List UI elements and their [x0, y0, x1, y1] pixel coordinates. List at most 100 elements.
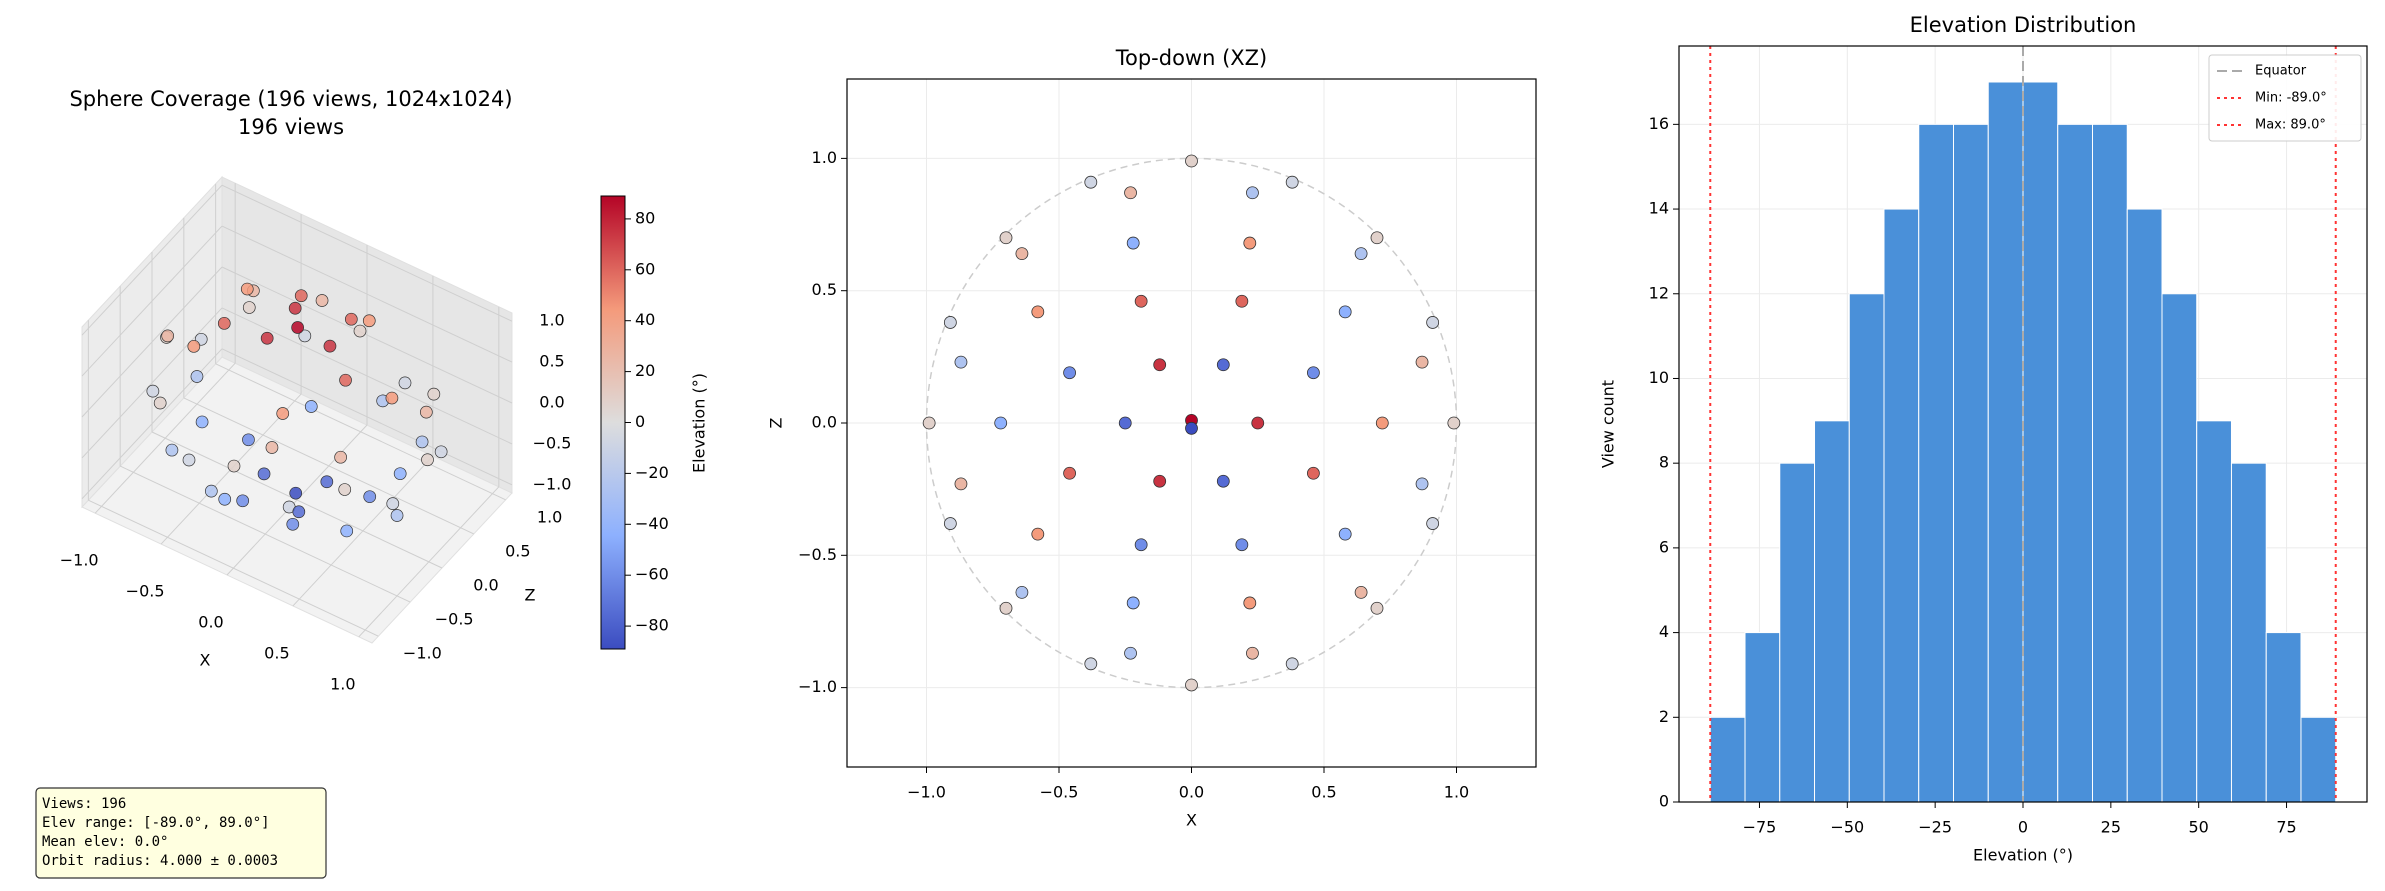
y-tick-label: −1.0	[798, 677, 837, 696]
view-point	[1415, 355, 1429, 369]
view-point	[994, 416, 1008, 430]
grid-line	[215, 363, 506, 501]
view-point	[1338, 527, 1352, 541]
stats-line: Orbit radius: 4.000 ± 0.0003	[42, 853, 278, 869]
x-tick-label: 0.0	[198, 613, 223, 632]
view-point	[1063, 366, 1076, 380]
view-point	[323, 339, 337, 353]
view-point	[1285, 657, 1299, 671]
view-point	[419, 405, 433, 419]
view-point	[385, 391, 399, 405]
view-point	[393, 467, 407, 481]
view-point	[1216, 474, 1230, 488]
view-point	[1307, 366, 1320, 380]
view-point	[304, 400, 318, 413]
view-point	[217, 316, 231, 330]
x-tick-label: 50	[2189, 818, 2209, 837]
view-point	[292, 505, 306, 519]
view-point	[340, 524, 354, 538]
view-point	[363, 490, 377, 504]
y-tick-label: 0.5	[539, 352, 564, 371]
bar	[2161, 293, 2198, 803]
y-tick-label: −0.5	[798, 545, 837, 564]
colorbar-tick-label: −60	[635, 565, 669, 584]
view-point	[943, 316, 957, 329]
bar	[1918, 123, 1954, 803]
y-tick-label: 2	[1659, 707, 1669, 726]
view-point	[1063, 466, 1076, 480]
bar	[1814, 420, 1850, 803]
view-point	[298, 329, 312, 343]
y-tick-label: −1.0	[533, 474, 572, 493]
stats-line: Views: 196	[42, 796, 126, 812]
chart-subtitle: 196 views	[238, 115, 344, 139]
view-point	[1031, 305, 1045, 319]
x-tick-label: 1.0	[330, 674, 355, 693]
bar	[1987, 81, 2024, 803]
view-point	[1126, 236, 1140, 250]
grid-line	[81, 225, 223, 377]
view-point	[386, 497, 400, 510]
view-point	[1246, 646, 1259, 660]
bar	[1744, 632, 1781, 803]
view-point	[390, 509, 404, 522]
colorbar-tick-label: 40	[635, 310, 655, 329]
view-point	[1426, 517, 1440, 530]
z-tick-label: −0.5	[435, 610, 474, 629]
view-point	[943, 517, 957, 530]
colorbar-label: Elevation (°)	[690, 373, 709, 473]
view-point	[1084, 657, 1098, 671]
view-point	[260, 331, 274, 345]
view-point	[1015, 247, 1029, 261]
y-tick-label: 6	[1659, 537, 1669, 556]
view-point	[320, 475, 334, 489]
stats-line: Elev range: [-89.0°, 89.0°]	[42, 815, 270, 831]
x-axis-label: X	[1186, 811, 1197, 830]
view-point	[1031, 527, 1045, 541]
x-tick-label: −50	[1830, 818, 1864, 837]
x-tick-label: 0	[2018, 818, 2028, 837]
view-point	[315, 294, 329, 307]
view-point	[999, 231, 1013, 245]
view-point	[182, 453, 196, 467]
view-point	[1415, 477, 1429, 491]
bar	[2265, 632, 2302, 803]
x-tick-label: 1.0	[1444, 783, 1469, 802]
view-point	[286, 517, 300, 531]
grid-line	[119, 465, 411, 603]
x-tick-label: 25	[2101, 818, 2121, 837]
bar	[2230, 462, 2267, 803]
view-point	[434, 445, 448, 459]
legend-label: Min: -89.0°	[2255, 91, 2327, 106]
bar	[2126, 208, 2163, 803]
x-tick-label: 0.0	[1179, 783, 1204, 802]
view-point	[1246, 186, 1259, 200]
y-tick-label: 12	[1649, 283, 1669, 302]
bar	[2022, 81, 2059, 803]
bar	[2057, 123, 2094, 803]
y-tick-label: 0.0	[812, 413, 837, 432]
x-axis-label: Elevation (°)	[1973, 846, 2073, 865]
y-tick-label: 0.5	[812, 280, 837, 299]
view-point	[1185, 154, 1198, 168]
view-point	[1243, 596, 1257, 610]
grid-line	[221, 307, 513, 445]
bar	[2300, 716, 2337, 803]
colorbar-tick-label: −40	[635, 514, 669, 533]
view-point	[276, 407, 290, 420]
view-point	[242, 433, 255, 447]
view-point	[1370, 601, 1384, 615]
grid-line	[183, 397, 475, 535]
x-tick-label: 0.5	[1311, 783, 1336, 802]
view-point	[1354, 585, 1368, 599]
legend	[2208, 54, 2362, 142]
stats-box	[35, 787, 327, 879]
view-point	[922, 416, 936, 430]
view-point	[344, 312, 358, 326]
view-point	[954, 355, 968, 369]
view-point	[1354, 247, 1368, 261]
x-tick-label: 75	[2276, 818, 2296, 837]
view-point	[1185, 421, 1198, 435]
y-tick-label: 0	[1659, 792, 1669, 811]
colorbar	[600, 195, 626, 650]
